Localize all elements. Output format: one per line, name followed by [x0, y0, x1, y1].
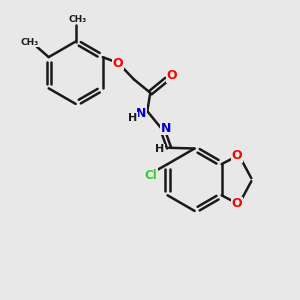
Text: N: N [136, 107, 146, 120]
Text: H: H [128, 113, 137, 123]
Text: O: O [232, 197, 242, 210]
Text: O: O [232, 149, 242, 162]
Text: CH₃: CH₃ [68, 15, 86, 24]
Text: O: O [167, 69, 177, 82]
Text: N: N [161, 122, 171, 135]
Text: H: H [155, 144, 165, 154]
Text: CH₃: CH₃ [20, 38, 38, 47]
Text: Cl: Cl [144, 169, 157, 182]
Text: O: O [112, 57, 123, 70]
